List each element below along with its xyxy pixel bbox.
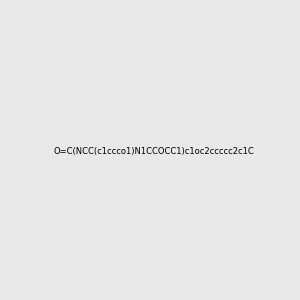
Text: O=C(NCC(c1ccco1)N1CCOCC1)c1oc2ccccc2c1C: O=C(NCC(c1ccco1)N1CCOCC1)c1oc2ccccc2c1C — [53, 147, 254, 156]
